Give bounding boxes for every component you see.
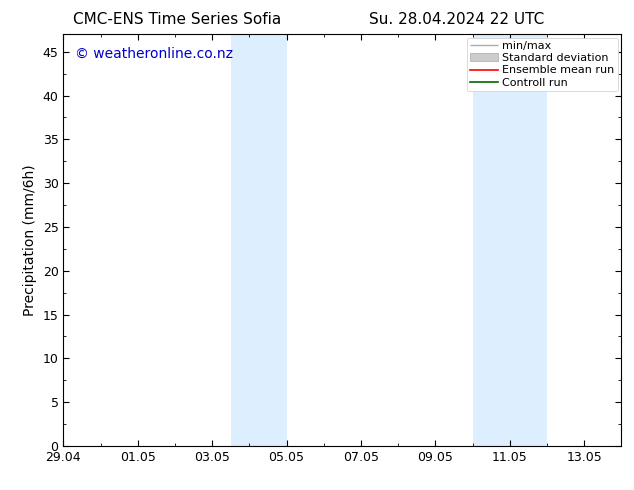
Text: © weatheronline.co.nz: © weatheronline.co.nz — [75, 47, 233, 61]
Text: CMC-ENS Time Series Sofia: CMC-ENS Time Series Sofia — [74, 12, 281, 27]
Text: Su. 28.04.2024 22 UTC: Su. 28.04.2024 22 UTC — [369, 12, 544, 27]
Y-axis label: Precipitation (mm/6h): Precipitation (mm/6h) — [23, 164, 37, 316]
Bar — [472, 34, 547, 446]
Legend: min/max, Standard deviation, Ensemble mean run, Controll run: min/max, Standard deviation, Ensemble me… — [467, 38, 618, 91]
Bar — [231, 34, 287, 446]
